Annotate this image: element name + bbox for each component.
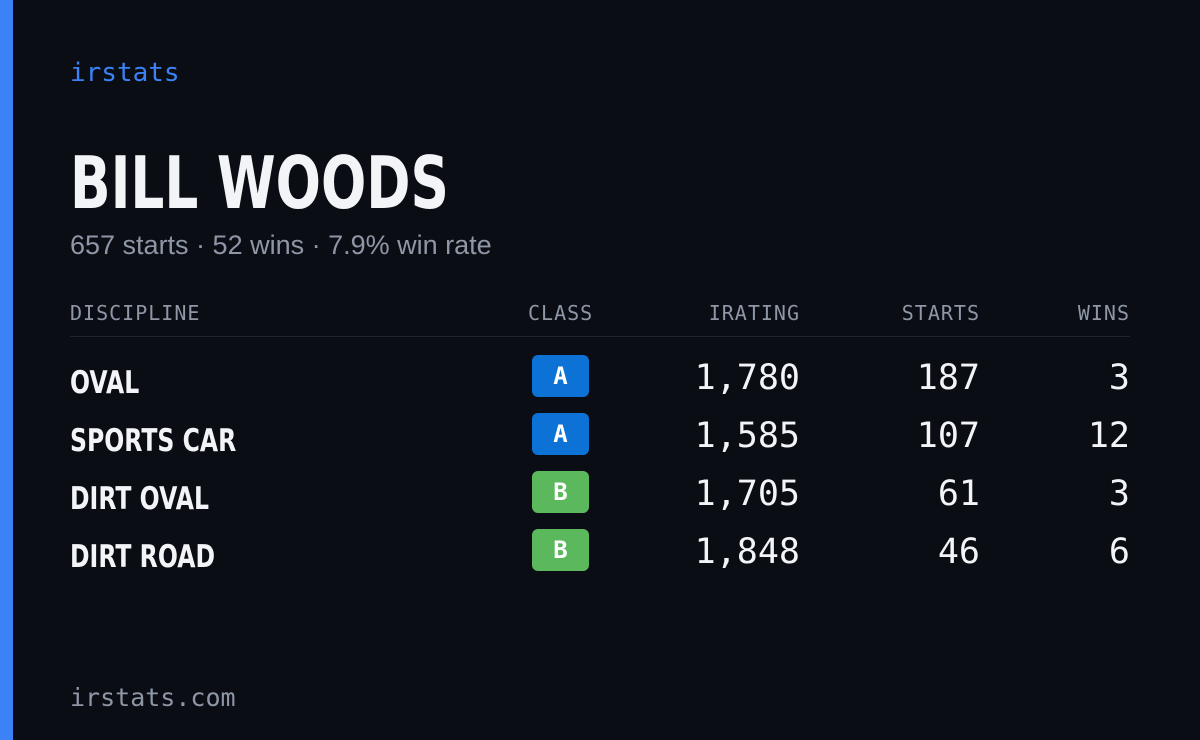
header-discipline: DISCIPLINE xyxy=(70,301,201,325)
wins-value: 3 xyxy=(1108,358,1130,398)
discipline-name: OVAL xyxy=(70,365,140,401)
starts-value: 46 xyxy=(937,532,980,572)
wins-value: 3 xyxy=(1108,474,1130,514)
wins-value: 12 xyxy=(1087,416,1130,456)
irating-value: 1,585 xyxy=(694,416,800,456)
discipline-name: DIRT ROAD xyxy=(70,539,216,575)
class-badge: B xyxy=(532,529,589,571)
license-table: DISCIPLINE CLASS IRATING STARTS WINS OVA… xyxy=(70,298,1130,585)
table-row: SPORTS CAR A 1,585 107 12 xyxy=(70,411,1130,469)
player-name: BILL WOODS xyxy=(70,141,449,225)
brand-logo-text: irstats xyxy=(70,58,180,88)
irating-value: 1,705 xyxy=(694,474,800,514)
header-class: CLASS xyxy=(528,301,594,325)
class-badge: A xyxy=(532,413,589,455)
discipline-name: DIRT OVAL xyxy=(70,481,209,517)
discipline-name: SPORTS CAR xyxy=(70,423,237,459)
wins-value: 6 xyxy=(1108,532,1130,572)
header-wins: WINS xyxy=(1077,301,1130,325)
starts-value: 107 xyxy=(916,416,980,456)
irating-value: 1,780 xyxy=(694,358,800,398)
irating-value: 1,848 xyxy=(694,532,800,572)
table-body: OVAL A 1,780 187 3 SPORTS CAR A 1,585 10… xyxy=(70,337,1130,585)
player-summary: 657 starts · 52 wins · 7.9% win rate xyxy=(70,230,492,260)
footer-domain[interactable]: irstats.com xyxy=(70,683,236,712)
header-irating: IRATING xyxy=(708,301,800,325)
table-row: DIRT OVAL B 1,705 61 3 xyxy=(70,469,1130,527)
starts-value: 187 xyxy=(916,358,980,398)
table-row: OVAL A 1,780 187 3 xyxy=(70,353,1130,411)
table-row: DIRT ROAD B 1,848 46 6 xyxy=(70,527,1130,585)
class-badge: A xyxy=(532,355,589,397)
class-badge: B xyxy=(532,471,589,513)
accent-bar xyxy=(0,0,13,740)
starts-value: 61 xyxy=(937,474,980,514)
header-starts: STARTS xyxy=(901,301,980,325)
table-header: DISCIPLINE CLASS IRATING STARTS WINS xyxy=(70,298,1130,337)
